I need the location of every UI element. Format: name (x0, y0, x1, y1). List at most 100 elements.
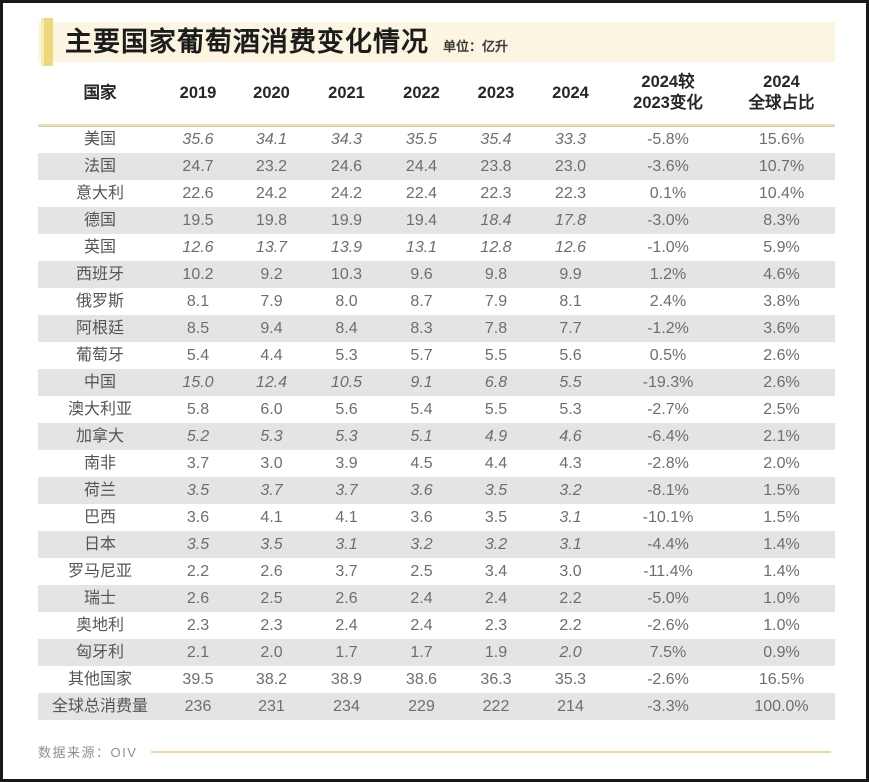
country-cell: 全球总消费量 (51, 698, 148, 715)
year-value-cell: 24.7 (182, 158, 214, 175)
change-cell: 1.2% (649, 266, 687, 283)
year-value-cell: 5.1 (410, 428, 433, 445)
column-header-2021: 2021 (309, 62, 384, 126)
year-value-cell: 5.3 (335, 347, 358, 364)
year-value-cell: 10.5 (330, 374, 363, 391)
table-row: 俄罗斯 8.1 7.9 8.0 8.7 7.9 8.1 2.4% 3.8% (38, 288, 835, 315)
share-cell: 10.4% (758, 185, 805, 202)
year-value-cell: 35.5 (405, 131, 438, 148)
year-value-cell: 2.4 (410, 617, 433, 634)
year-value-cell: 234 (333, 698, 360, 715)
share-cell: 1.4% (763, 563, 800, 580)
year-value-cell: 2.2 (186, 563, 210, 580)
table-row: 其他国家 39.5 38.2 38.9 38.6 36.3 35.3 -2.6% 16.5% (38, 666, 835, 693)
share-cell: 0.9% (763, 644, 800, 661)
year-value-cell: 5.4 (186, 347, 210, 364)
data-source-label: 数据来源：OIV (38, 745, 138, 760)
change-cell: -5.8% (647, 131, 689, 148)
footer-divider-line (151, 750, 831, 753)
year-value-cell: 4.6 (559, 428, 582, 445)
table-row: 加拿大 5.2 5.3 5.3 5.1 4.9 4.6 -6.4% 2.1% (38, 423, 835, 450)
year-value-cell: 6.8 (484, 374, 508, 391)
table-header: 国家 2019 2020 2021 2022 2023 2024 2024较 2… (38, 62, 835, 126)
year-value-cell: 17.8 (554, 212, 587, 229)
share-cell: 2.6% (763, 374, 800, 391)
table-row: 南非 3.7 3.0 3.9 4.5 4.4 4.3 -2.8% 2.0% (38, 450, 835, 477)
column-header-2024: 2024 (533, 62, 608, 126)
year-value-cell: 35.4 (480, 131, 512, 148)
year-value-cell: 1.7 (335, 644, 358, 661)
year-value-cell: 8.5 (186, 320, 210, 337)
year-value-cell: 6.0 (260, 401, 283, 418)
country-cell: 日本 (83, 536, 116, 553)
year-value-cell: 24.2 (330, 185, 363, 202)
country-cell: 南非 (83, 455, 116, 472)
year-value-cell: 38.6 (405, 671, 438, 688)
year-value-cell: 3.2 (559, 482, 582, 499)
year-value-cell: 5.6 (335, 401, 358, 418)
year-value-cell: 3.2 (410, 536, 433, 553)
table-row: 罗马尼亚 2.2 2.6 3.7 2.5 3.4 3.0 -11.4% 1.4% (38, 558, 835, 585)
year-value-cell: 2.1 (186, 644, 210, 661)
change-cell: -4.4% (647, 536, 689, 553)
change-cell: -1.2% (647, 320, 689, 337)
year-value-cell: 2.4 (410, 590, 433, 607)
year-value-cell: 3.2 (484, 536, 508, 553)
year-value-cell: 2.0 (559, 644, 582, 661)
country-cell: 荷兰 (83, 482, 116, 499)
country-cell: 巴西 (83, 509, 116, 526)
year-value-cell: 5.7 (410, 347, 433, 364)
change-cell: -5.0% (647, 590, 689, 607)
year-value-cell: 22.4 (405, 185, 438, 202)
table-row: 日本 3.5 3.5 3.1 3.2 3.2 3.1 -4.4% 1.4% (38, 531, 835, 558)
consumption-table: 国家 2019 2020 2021 2022 2023 2024 2024较 2… (38, 62, 835, 720)
year-value-cell: 2.3 (484, 617, 508, 634)
share-cell: 1.5% (763, 509, 800, 526)
table-row: 奥地利 2.3 2.3 2.4 2.4 2.3 2.2 -2.6% 1.0% (38, 612, 835, 639)
table-row: 法国 24.7 23.2 24.6 24.4 23.8 23.0 -3.6% 10.7% (38, 153, 835, 180)
year-value-cell: 13.7 (255, 239, 288, 256)
share-cell: 5.9% (763, 239, 800, 256)
share-cell: 8.3% (763, 212, 800, 229)
year-value-cell: 3.4 (484, 563, 508, 580)
share-cell: 16.5% (758, 671, 805, 688)
country-cell: 中国 (83, 374, 116, 391)
change-cell: 2.4% (649, 293, 687, 310)
year-value-cell: 12.8 (480, 239, 512, 256)
page-footer: 数据来源：OIV (38, 742, 835, 761)
year-value-cell: 2.5 (260, 590, 283, 607)
year-value-cell: 19.9 (330, 212, 363, 229)
year-value-cell: 4.5 (410, 455, 433, 472)
year-value-cell: 3.7 (335, 482, 358, 499)
year-value-cell: 231 (258, 698, 285, 715)
year-value-cell: 3.5 (260, 536, 283, 553)
share-cell: 1.0% (763, 590, 800, 607)
share-cell: 3.8% (763, 293, 800, 310)
title-accent-bar (41, 18, 53, 66)
share-cell: 100.0% (754, 698, 809, 715)
year-value-cell: 15.0 (182, 374, 214, 391)
year-value-cell: 19.4 (405, 212, 438, 229)
change-cell: -1.0% (647, 239, 689, 256)
unit-label: 单位：亿升 (443, 39, 509, 54)
year-value-cell: 8.1 (186, 293, 210, 310)
year-value-cell: 4.4 (484, 455, 508, 472)
table-row: 匈牙利 2.1 2.0 1.7 1.7 1.9 2.0 7.5% 0.9% (38, 639, 835, 666)
year-value-cell: 2.0 (260, 644, 283, 661)
year-value-cell: 38.2 (255, 671, 288, 688)
year-value-cell: 1.7 (410, 644, 433, 661)
change-cell: -2.6% (647, 671, 689, 688)
year-value-cell: 4.1 (335, 509, 358, 526)
year-value-cell: 35.3 (554, 671, 587, 688)
year-value-cell: 8.0 (335, 293, 358, 310)
year-value-cell: 3.6 (410, 509, 433, 526)
year-value-cell: 2.2 (559, 590, 582, 607)
year-value-cell: 35.6 (182, 131, 214, 148)
share-cell: 2.1% (763, 428, 800, 445)
year-value-cell: 13.1 (405, 239, 438, 256)
year-value-cell: 4.9 (484, 428, 508, 445)
country-cell: 匈牙利 (75, 644, 124, 661)
year-value-cell: 3.5 (484, 509, 508, 526)
year-value-cell: 3.1 (559, 509, 582, 526)
